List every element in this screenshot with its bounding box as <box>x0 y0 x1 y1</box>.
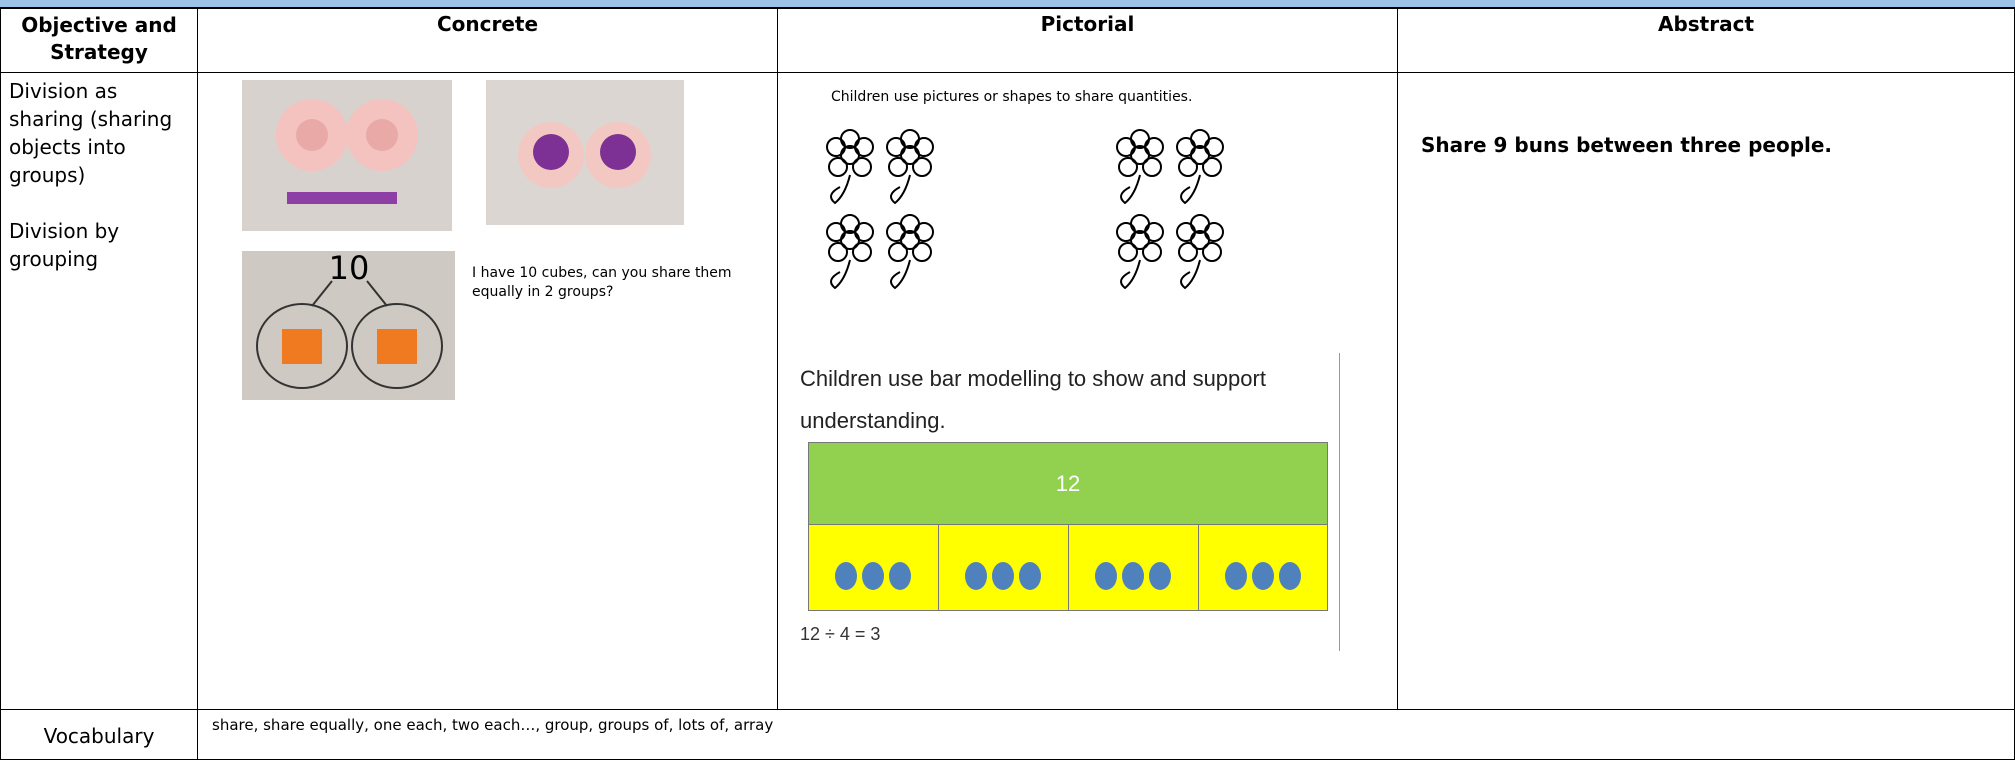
bar-parts <box>808 524 1328 611</box>
header-cell: Concrete <box>197 8 778 73</box>
photo: 10 <box>242 251 455 400</box>
flower-drawing <box>826 129 1224 289</box>
objective-cell: Division as sharing (sharing objects int… <box>0 72 198 710</box>
header-cell: Objective and Strategy <box>0 8 198 73</box>
equation: 12 ÷ 4 = 3 <box>800 624 881 644</box>
objective-text: Division by grouping <box>9 219 120 271</box>
photo-label: 10 <box>329 251 370 287</box>
divider <box>1339 353 1340 651</box>
objective-text: Division as sharing (sharing objects int… <box>9 79 173 187</box>
bar-intro: Children use bar modelling to show and s… <box>800 366 1266 433</box>
photo <box>486 80 684 225</box>
caption: I have 10 cubes, can you share them equa… <box>472 265 732 300</box>
abstract-cell <box>1397 72 2015 710</box>
abstract-text: Share 9 buns between three people. <box>1421 133 1833 157</box>
photo <box>242 80 452 231</box>
header-cell: Pictorial <box>777 8 1398 73</box>
vocabulary-text: share, share equally, one each, two each… <box>197 709 2015 760</box>
header-cell: Abstract <box>1397 8 2015 73</box>
vocabulary-label: Vocabulary <box>0 709 198 760</box>
top-bar <box>0 0 2015 8</box>
bar-total: 12 <box>808 442 1328 525</box>
pictorial-intro: Children use pictures or shapes to share… <box>831 89 1193 105</box>
